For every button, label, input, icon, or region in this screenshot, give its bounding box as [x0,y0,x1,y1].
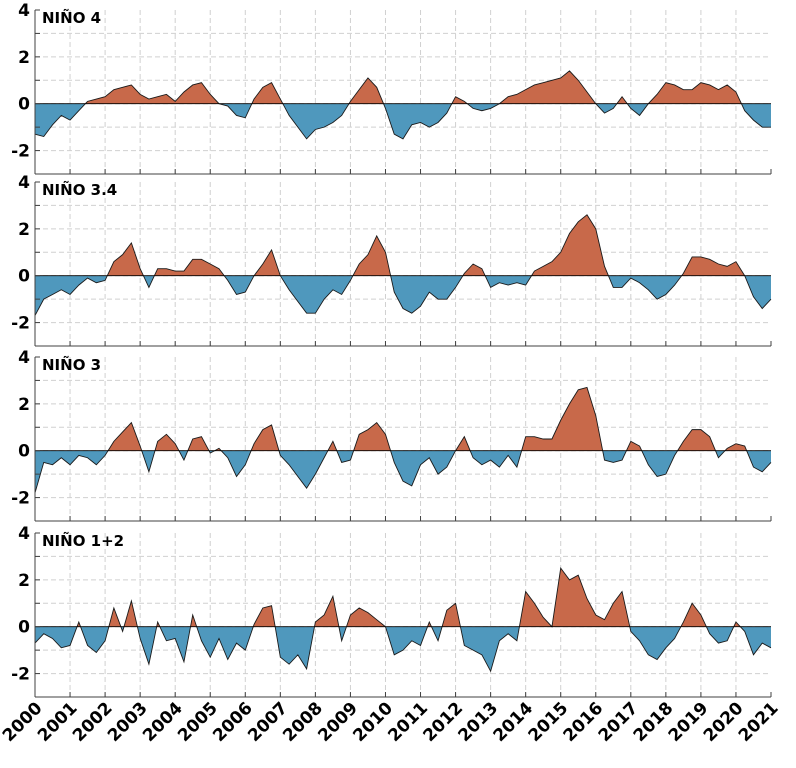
y-tick-label: 4 [18,348,30,368]
series-line [34,386,772,494]
x-tick-label: 2016 [560,698,608,746]
y-tick-label: 4 [18,524,30,544]
x-tick-label: 2021 [735,698,783,746]
y-tick-label: -2 [11,665,30,685]
y-tick-label: 4 [18,1,30,21]
panel-title-nino34: NIÑO 3.4 [42,180,117,199]
y-tick-label: 0 [18,267,30,287]
negative-anomaly-area [35,275,771,316]
y-tick-label: 0 [18,618,30,638]
positive-anomaly-area [35,568,771,627]
x-tick-label: 2020 [700,698,748,746]
grid [35,182,771,346]
negative-anomaly-area [35,450,771,493]
y-tick-label: 2 [18,220,30,240]
y-tick-label: 0 [18,95,30,115]
negative-anomaly-area [35,103,771,139]
grid [35,533,771,697]
x-tick-label: 2019 [665,698,713,746]
series-line [34,567,772,673]
y-tick-label: 2 [18,48,30,68]
panel-nino4: NIÑO 4 -2 0 2 4 [11,1,772,175]
x-tick-label: 2015 [525,698,573,746]
y-tick-label: -2 [11,142,30,162]
y-tick-label: 4 [18,173,30,193]
x-tick-label: 2013 [455,698,503,746]
y-tick-label: 2 [18,571,30,591]
panel-nino34: NIÑO 3.4 -2 0 2 4 [11,173,772,347]
x-tick-label: 2002 [69,698,117,746]
x-tick-label: 2007 [244,698,292,746]
y-tick-label: -2 [11,489,30,509]
x-tick-label: 2010 [349,698,397,746]
positive-anomaly-area [35,70,771,104]
series-line [34,70,771,140]
y-tick-label: 2 [18,395,30,415]
x-tick-label: 2018 [630,698,678,746]
panel-nino12: NIÑO 1+2 -2 0 2 4 [11,524,772,698]
x-tick-label: 2001 [34,698,82,746]
x-tick-label: 2014 [490,698,538,746]
x-tick-label: 2011 [384,698,432,746]
y-tick-label: -2 [11,314,30,334]
x-tick-label: 2017 [595,698,643,746]
y-tick-label: 0 [18,442,30,462]
series-line [34,214,772,316]
x-tick-label: 2003 [104,698,152,746]
x-axis-tick-labels: 2000200120022003200420052006200720082009… [0,698,783,746]
x-tick-label: 2008 [279,698,327,746]
panel-nino3: NIÑO 3 -2 0 2 4 [11,348,772,522]
panel-title-nino4: NIÑO 4 [42,8,101,27]
x-tick-label: 2009 [314,698,362,746]
x-tick-label: 2006 [209,698,257,746]
panel-title-nino12: NIÑO 1+2 [42,531,124,550]
x-tick-label: 2012 [419,698,467,746]
panel-title-nino3: NIÑO 3 [42,355,101,374]
negative-anomaly-area [35,626,771,672]
x-tick-label: 2004 [139,698,187,746]
positive-anomaly-area [35,214,771,276]
grid [35,357,771,521]
positive-anomaly-area [35,387,771,451]
x-tick-label: 2005 [174,698,222,746]
